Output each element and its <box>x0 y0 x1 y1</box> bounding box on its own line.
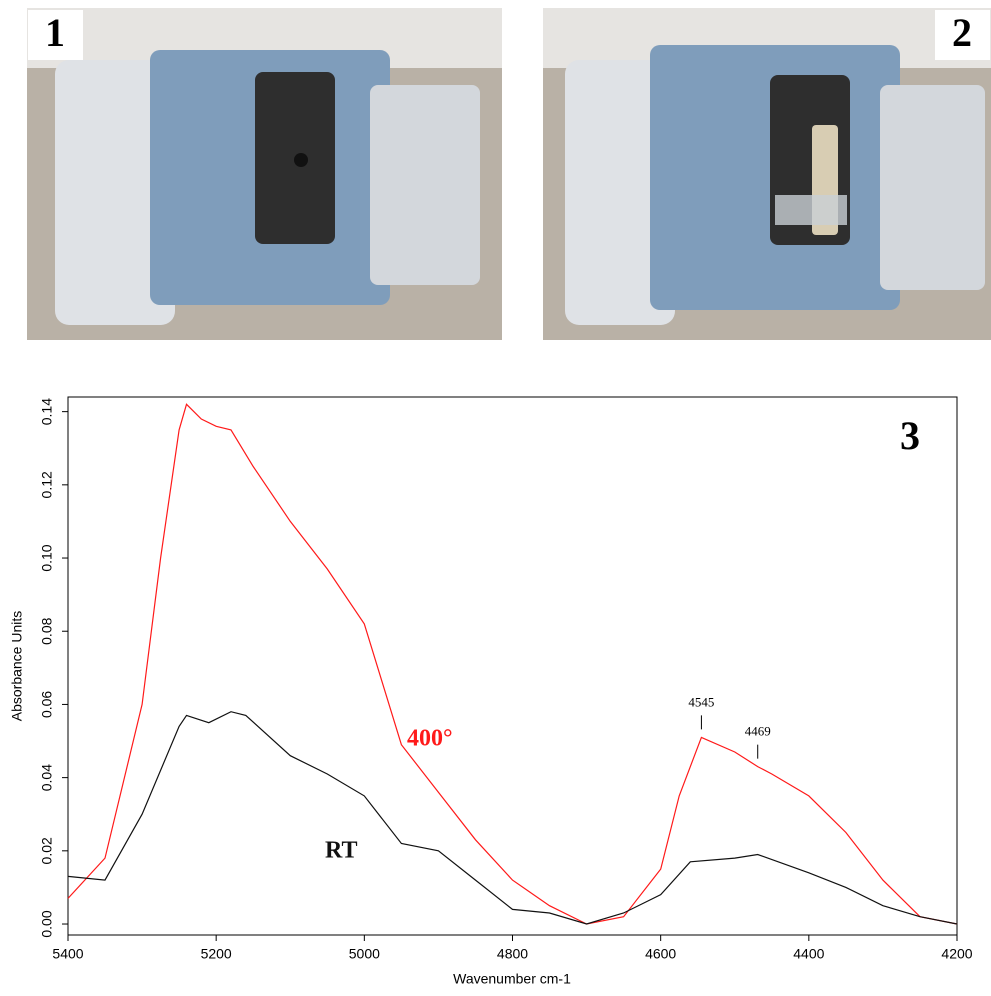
x-tick-label: 5000 <box>349 946 380 962</box>
sample-hole <box>294 153 308 167</box>
y-axis-label: Absorbance Units <box>9 611 25 722</box>
photo: 1 <box>27 8 502 340</box>
panel-label: 1 <box>45 10 65 55</box>
instrument-side <box>370 85 480 285</box>
x-tick-label: 4200 <box>941 946 972 962</box>
y-tick-label: 0.12 <box>39 471 55 498</box>
panel-label: 3 <box>900 413 920 458</box>
y-tick-label: 0.08 <box>39 617 55 644</box>
plot-frame <box>67 396 958 936</box>
photo: 2 <box>543 8 991 340</box>
series-line <box>67 403 958 925</box>
label-box <box>935 10 990 60</box>
series-label: RT <box>325 838 358 864</box>
x-tick-label: 5400 <box>52 946 83 962</box>
instrument-side <box>880 85 985 290</box>
peak-label: 4545 <box>688 694 714 709</box>
y-tick-label: 0.06 <box>39 691 55 718</box>
x-axis-label: Wavenumber cm-1 <box>453 971 571 987</box>
y-tick-label: 0.10 <box>39 544 55 571</box>
y-tick-label: 0.14 <box>39 398 55 425</box>
series-line <box>67 711 958 925</box>
series-label: 400° <box>407 726 453 752</box>
y-tick-label: 0.04 <box>39 764 55 791</box>
y-tick-label: 0.00 <box>39 910 55 937</box>
y-tick-label: 0.02 <box>39 837 55 864</box>
x-tick-label: 4400 <box>793 946 824 962</box>
tape <box>775 195 847 225</box>
x-tick-label: 4800 <box>497 946 528 962</box>
x-tick-label: 4600 <box>645 946 676 962</box>
panel-label: 2 <box>952 10 972 55</box>
instrument-side <box>565 60 675 325</box>
peak-label: 4469 <box>745 724 771 739</box>
instrument-side <box>55 60 175 325</box>
label-box <box>28 10 83 60</box>
x-tick-label: 5200 <box>201 946 232 962</box>
